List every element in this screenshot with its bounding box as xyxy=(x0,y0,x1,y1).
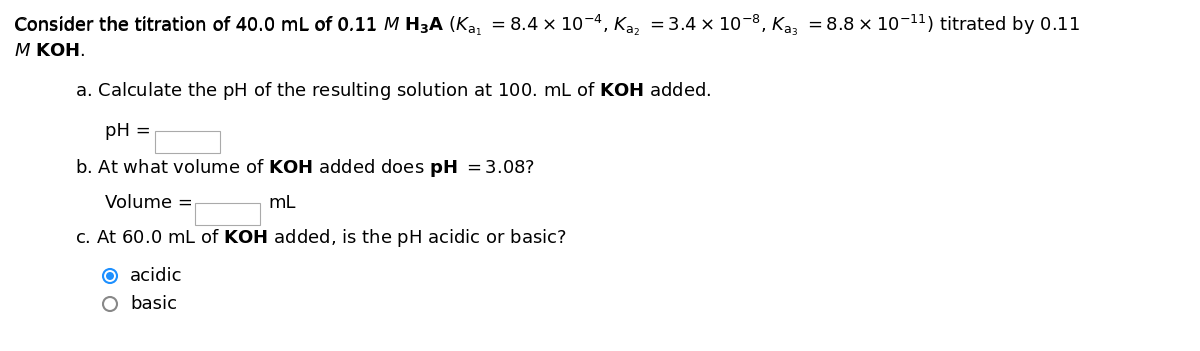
FancyBboxPatch shape xyxy=(155,131,220,152)
Text: Volume =: Volume = xyxy=(106,194,199,212)
Circle shape xyxy=(103,269,118,283)
Text: c. At 60.0 mL of $\mathbf{KOH}$ added, is the pH acidic or basic?: c. At 60.0 mL of $\mathbf{KOH}$ added, i… xyxy=(74,227,566,249)
Text: b. At what volume of $\mathbf{KOH}$ added does $\mathbf{pH}$ $= 3.08$?: b. At what volume of $\mathbf{KOH}$ adde… xyxy=(74,157,535,179)
Text: Consider the titration of 40.0 mL of 0.11: Consider the titration of 40.0 mL of 0.1… xyxy=(14,17,383,35)
Circle shape xyxy=(106,272,114,280)
Text: basic: basic xyxy=(130,295,178,313)
Circle shape xyxy=(103,297,118,311)
Text: pH =: pH = xyxy=(106,122,156,140)
Text: $\mathit{M}$ $\mathbf{KOH}$.: $\mathit{M}$ $\mathbf{KOH}$. xyxy=(14,42,85,60)
Text: Consider the titration of 40.0 mL of 0.11 $\mathit{M}$ $\mathbf{H_3A}$ ($K_{\rm{: Consider the titration of 40.0 mL of 0.1… xyxy=(14,13,1080,38)
Text: a. Calculate the pH of the resulting solution at 100. mL of $\mathbf{KOH}$ added: a. Calculate the pH of the resulting sol… xyxy=(74,80,712,102)
Text: mL: mL xyxy=(268,194,295,212)
FancyBboxPatch shape xyxy=(194,203,260,225)
Text: acidic: acidic xyxy=(130,267,182,285)
